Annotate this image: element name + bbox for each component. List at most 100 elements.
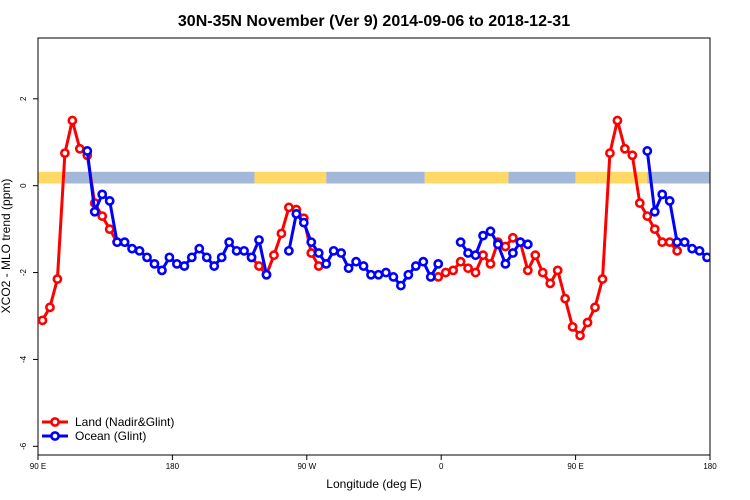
data-point bbox=[112, 237, 123, 248]
data-point bbox=[291, 209, 302, 219]
band-segment-ocean bbox=[508, 171, 576, 184]
data-point bbox=[194, 243, 205, 254]
legend-label: Ocean (Glint) bbox=[75, 429, 146, 443]
data-point bbox=[366, 269, 376, 280]
legend-item-land-nadir-glint: Land (Nadir&Glint) bbox=[42, 415, 174, 429]
y-tick-label: -6 bbox=[19, 442, 28, 450]
data-point bbox=[440, 267, 451, 278]
data-point bbox=[89, 206, 100, 217]
band-segment-ocean bbox=[647, 171, 710, 184]
data-point bbox=[493, 239, 503, 250]
data-point bbox=[410, 261, 421, 271]
data-point bbox=[664, 195, 675, 206]
data-point bbox=[67, 115, 78, 126]
data-point bbox=[239, 245, 249, 256]
data-point bbox=[448, 265, 459, 276]
data-point bbox=[313, 248, 324, 258]
series-line bbox=[645, 150, 710, 262]
data-point bbox=[104, 195, 115, 206]
data-point bbox=[298, 217, 309, 228]
series-land-nadir-glint bbox=[38, 115, 683, 341]
data-point bbox=[605, 148, 615, 159]
data-point bbox=[575, 330, 585, 341]
data-point bbox=[38, 315, 48, 326]
data-point bbox=[612, 115, 623, 126]
data-point bbox=[231, 245, 242, 256]
x-tick-label: 90 W bbox=[297, 462, 316, 471]
data-point bbox=[463, 248, 473, 258]
y-axis: 2 0 -2 -4 -6 bbox=[19, 96, 38, 450]
data-point bbox=[679, 237, 690, 248]
data-point bbox=[433, 258, 444, 269]
data-point bbox=[649, 206, 660, 217]
data-point bbox=[425, 272, 436, 282]
series-line bbox=[437, 119, 679, 337]
data-point bbox=[321, 258, 332, 269]
data-point bbox=[224, 237, 235, 248]
data-point bbox=[157, 265, 167, 276]
band-segment-land bbox=[254, 171, 327, 184]
data-point bbox=[709, 261, 710, 266]
data-point bbox=[97, 211, 108, 221]
data-point bbox=[395, 280, 406, 291]
data-point bbox=[507, 248, 518, 258]
chart-title: 30N-35N November (Ver 9) 2014-09-06 to 2… bbox=[178, 13, 570, 30]
y-tick-label: 2 bbox=[19, 96, 28, 101]
data-point bbox=[283, 202, 294, 213]
data-point bbox=[485, 226, 496, 237]
data-point bbox=[522, 265, 533, 276]
x-tick-label: 90 E bbox=[30, 462, 46, 471]
data-point bbox=[418, 256, 429, 267]
data-point bbox=[687, 243, 697, 254]
data-point bbox=[269, 250, 279, 261]
data-point bbox=[59, 148, 70, 159]
data-point bbox=[702, 252, 710, 263]
data-point bbox=[463, 263, 473, 274]
legend-label: Land (Nadir&Glint) bbox=[75, 415, 174, 429]
data-point bbox=[254, 261, 264, 271]
data-point bbox=[560, 293, 571, 304]
data-point bbox=[500, 258, 511, 269]
y-tick-label: -2 bbox=[19, 268, 28, 276]
data-point bbox=[313, 261, 324, 271]
data-point bbox=[634, 198, 645, 208]
data-point bbox=[657, 189, 668, 200]
band-segment-land bbox=[424, 171, 509, 184]
legend-swatch-marker bbox=[50, 431, 60, 441]
data-point bbox=[455, 256, 466, 267]
data-point bbox=[254, 235, 264, 245]
data-point bbox=[694, 245, 705, 256]
data-point bbox=[537, 267, 548, 278]
data-point bbox=[567, 321, 578, 332]
data-point bbox=[52, 274, 63, 284]
data-point bbox=[522, 239, 533, 250]
legend-item-ocean-glint: Ocean (Glint) bbox=[42, 429, 146, 443]
y-tick-label: 0 bbox=[19, 183, 28, 188]
data-point bbox=[627, 150, 638, 161]
data-point bbox=[507, 232, 518, 243]
legend: Land (Nadir&Glint)Ocean (Glint) bbox=[42, 415, 174, 443]
data-point bbox=[470, 250, 481, 261]
legend-swatch-marker bbox=[50, 417, 60, 427]
data-point bbox=[672, 237, 683, 248]
data-point bbox=[74, 143, 85, 154]
data-point bbox=[381, 267, 391, 278]
data-point bbox=[246, 252, 257, 263]
data-point bbox=[351, 256, 361, 267]
band-segment-ocean bbox=[64, 171, 255, 184]
data-point bbox=[45, 302, 55, 313]
data-point bbox=[142, 252, 152, 263]
data-point bbox=[388, 272, 399, 282]
data-point bbox=[590, 302, 600, 313]
x-tick-label: 180 bbox=[166, 462, 180, 471]
data-point bbox=[672, 245, 683, 256]
data-point bbox=[649, 224, 660, 235]
x-tick-label: 0 bbox=[439, 462, 444, 471]
data-point bbox=[209, 261, 220, 271]
data-point bbox=[545, 278, 556, 289]
data-point bbox=[642, 211, 653, 221]
data-point bbox=[171, 258, 182, 269]
data-point bbox=[216, 252, 227, 263]
series-line bbox=[459, 229, 529, 266]
